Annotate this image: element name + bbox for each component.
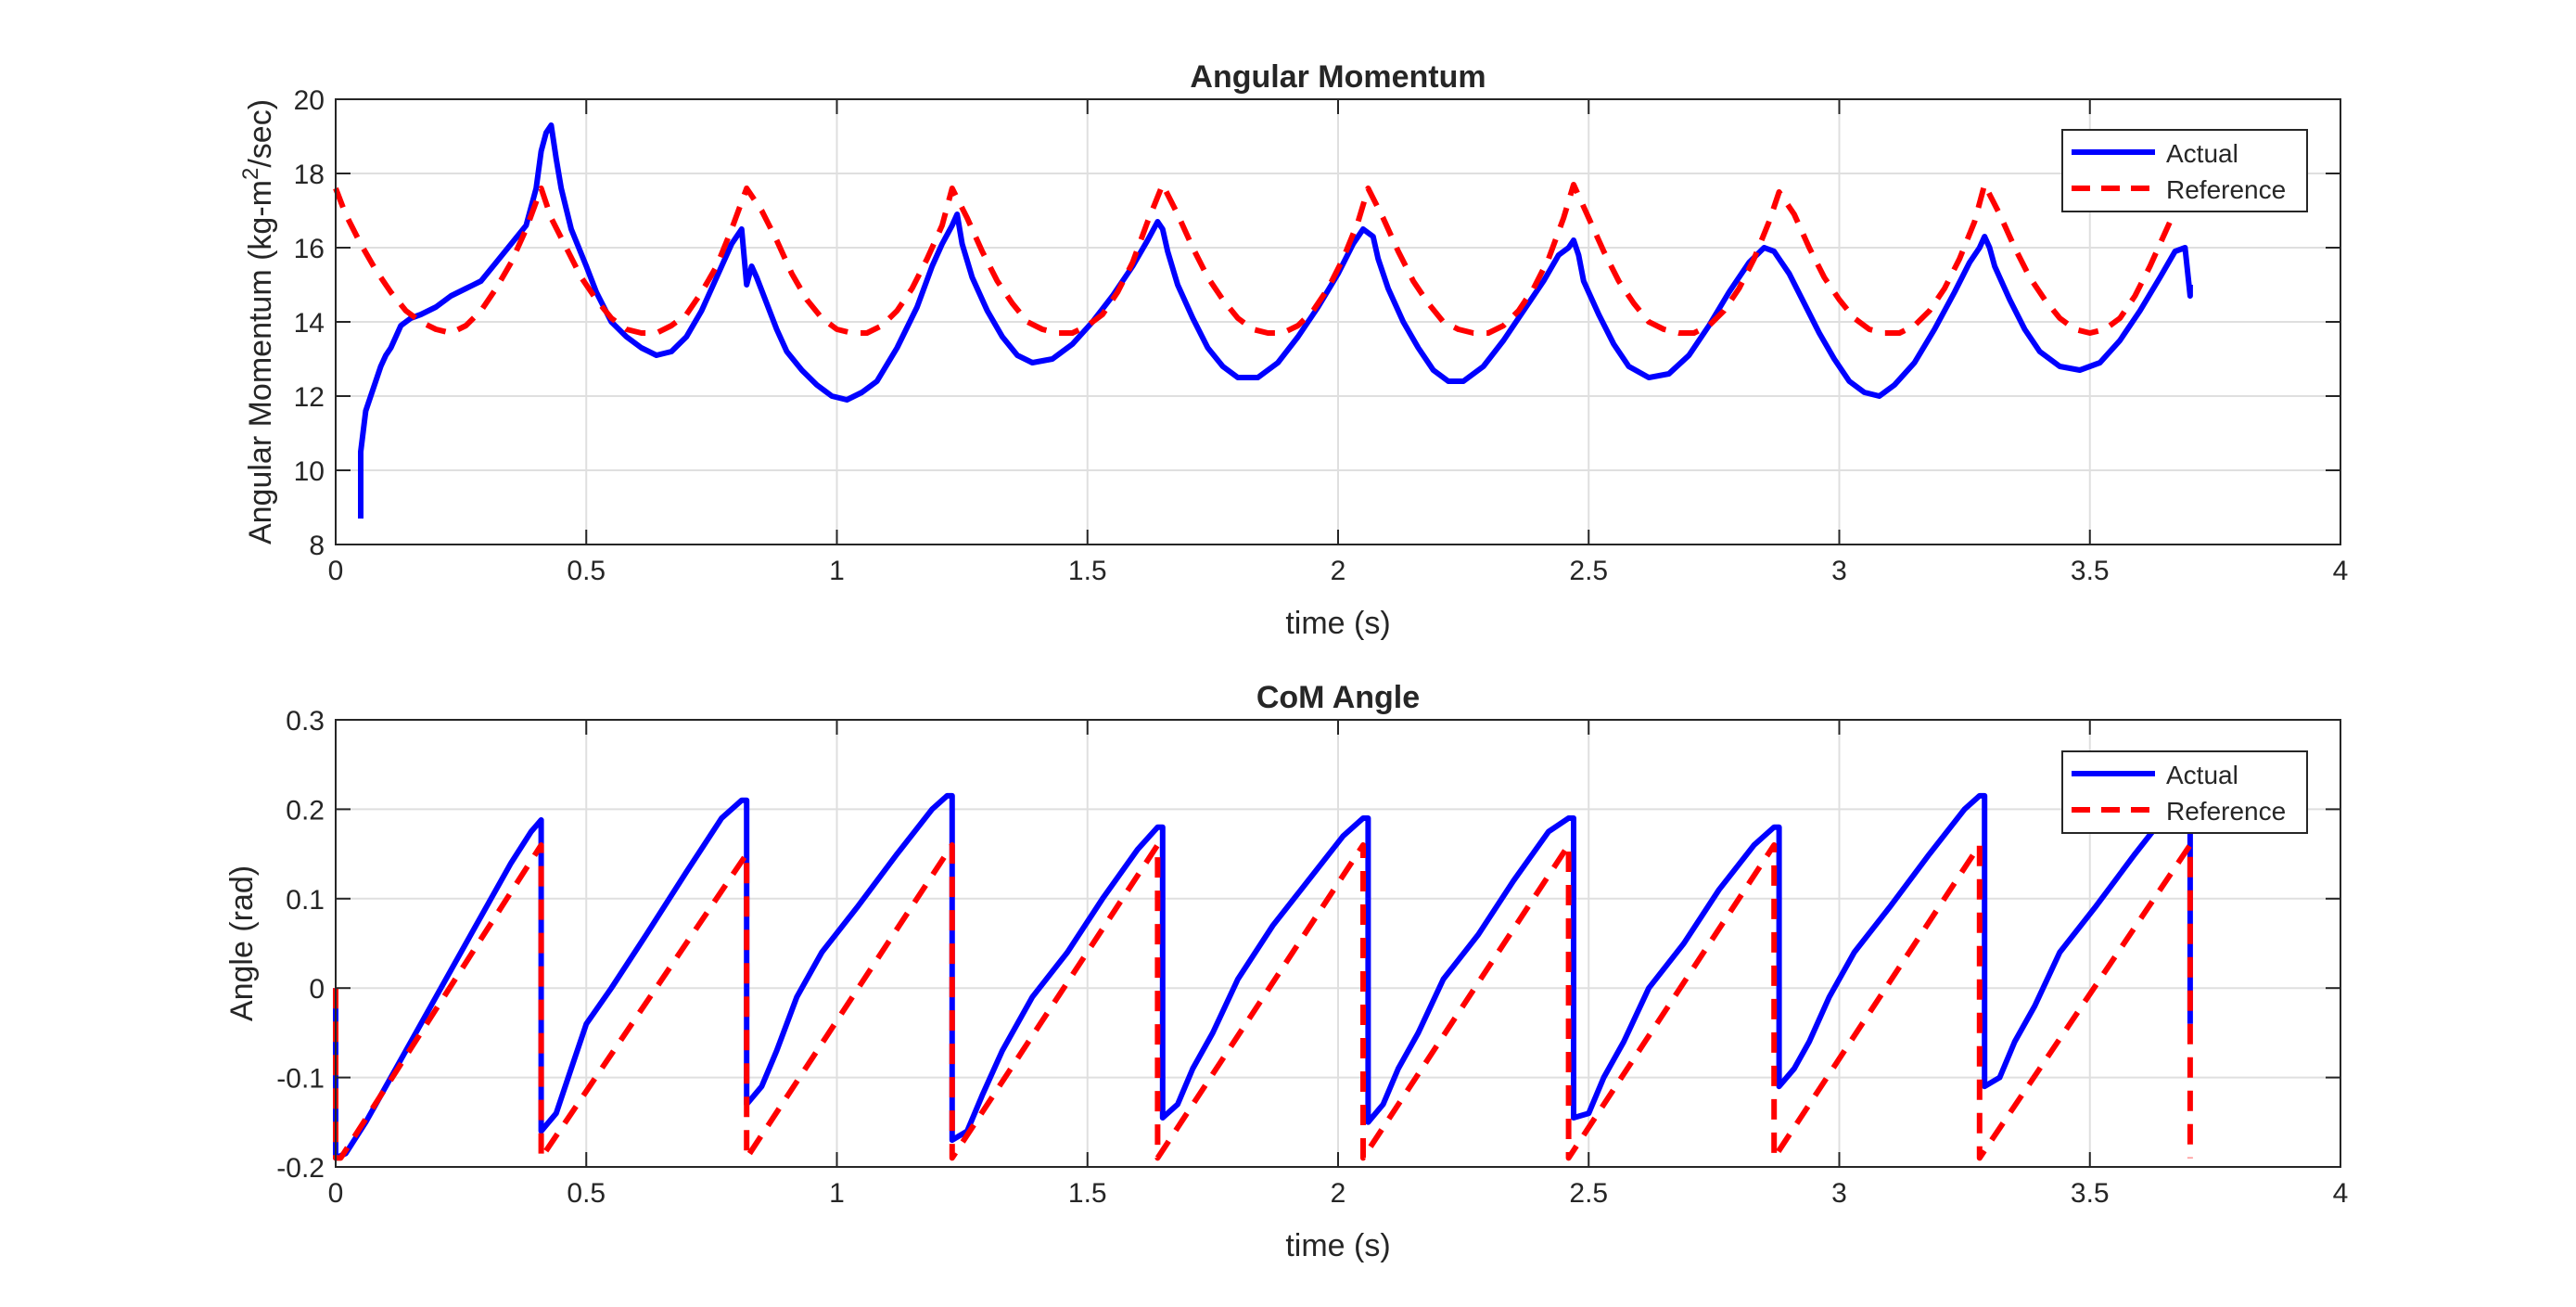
y-axis-label-suffix: /sec)	[243, 99, 278, 168]
x-tick-label: 3	[1831, 556, 1847, 586]
x-ticks: 0 0.5 1 1.5 2 2.5 3 3.5 4	[328, 99, 2349, 586]
x-tick-label: 3.5	[2071, 556, 2110, 586]
x-tick-label: 2	[1331, 1178, 1346, 1209]
y-tick-label: 10	[294, 456, 325, 487]
series-layer	[333, 792, 2193, 1161]
y-tick-label: 20	[294, 85, 325, 116]
com-angle-chart: 0 0.5 1 1.5 2 2.5 3 3.5 4 -0.2 -0.1 0 0.1 0.2 0.3 CoM…	[224, 680, 2348, 1263]
chart-title: Angular Momentum	[1190, 59, 1486, 95]
legend-box	[2061, 129, 2308, 212]
y-tick-label: 0.3	[286, 706, 325, 737]
legend: Actual Reference	[2061, 129, 2308, 212]
series-line-reference	[333, 842, 2193, 1161]
y-tick-label: 16	[294, 234, 325, 264]
grid	[336, 99, 2340, 545]
y-tick-label: -0.1	[276, 1064, 325, 1095]
x-tick-label: 2.5	[1569, 556, 1608, 586]
grid	[336, 720, 2340, 1167]
y-tick-label: 14	[294, 308, 325, 339]
x-tick-label: 2	[1331, 556, 1346, 586]
series-line-actual	[358, 122, 2193, 519]
legend-actual-label: Actual	[2166, 139, 2238, 168]
y-ticks: -0.2 -0.1 0 0.1 0.2 0.3	[276, 706, 2340, 1184]
y-axis-label: Angular Momentum (kg-m2/sec)	[238, 99, 278, 545]
x-tick-label: 1	[829, 1178, 845, 1209]
angular-momentum-chart: 0 0.5 1 1.5 2 2.5 3 3.5 4 8 10 12 14 16 18 20 Angular …	[238, 59, 2348, 641]
y-axis-label: Angle (rad)	[224, 865, 260, 1021]
y-axis-label-prefix: Angular Momentum (kg-m	[243, 180, 278, 545]
legend-reference-label: Reference	[2166, 175, 2286, 204]
x-axis-label: time (s)	[1285, 606, 1390, 641]
series-line-reference	[333, 182, 2198, 336]
x-tick-label: 1.5	[1068, 556, 1107, 586]
x-axis-label: time (s)	[1285, 1228, 1390, 1263]
x-tick-label: 0	[328, 1178, 344, 1209]
x-tick-label: 0.5	[567, 556, 606, 586]
legend-box	[2061, 750, 2308, 834]
y-tick-label: 0	[309, 974, 325, 1005]
y-tick-label: 8	[309, 531, 325, 561]
x-tick-label: 0	[328, 556, 344, 586]
x-tick-label: 1.5	[1068, 1178, 1107, 1209]
legend-actual-label: Actual	[2166, 761, 2238, 789]
y-tick-label: -0.2	[276, 1153, 325, 1184]
x-tick-label: 4	[2333, 1178, 2349, 1209]
series-line-actual	[333, 792, 2193, 1161]
y-axis-label-superscript: 2	[238, 168, 263, 180]
x-tick-label: 4	[2333, 556, 2349, 586]
x-tick-label: 2.5	[1569, 1178, 1608, 1209]
chart-title: CoM Angle	[1256, 680, 1420, 715]
x-tick-label: 1	[829, 556, 845, 586]
y-tick-label: 12	[294, 382, 325, 413]
x-ticks: 0 0.5 1 1.5 2 2.5 3 3.5 4	[328, 720, 2349, 1209]
y-ticks: 8 10 12 14 16 18 20	[294, 85, 2340, 561]
y-tick-label: 0.2	[286, 795, 325, 826]
legend-reference-label: Reference	[2166, 797, 2286, 826]
x-tick-label: 0.5	[567, 1178, 606, 1209]
x-tick-label: 3.5	[2071, 1178, 2110, 1209]
series-layer	[333, 122, 2198, 519]
y-tick-label: 0.1	[286, 885, 325, 916]
x-tick-label: 3	[1831, 1178, 1847, 1209]
legend: Actual Reference	[2061, 750, 2308, 834]
y-tick-label: 18	[294, 160, 325, 190]
